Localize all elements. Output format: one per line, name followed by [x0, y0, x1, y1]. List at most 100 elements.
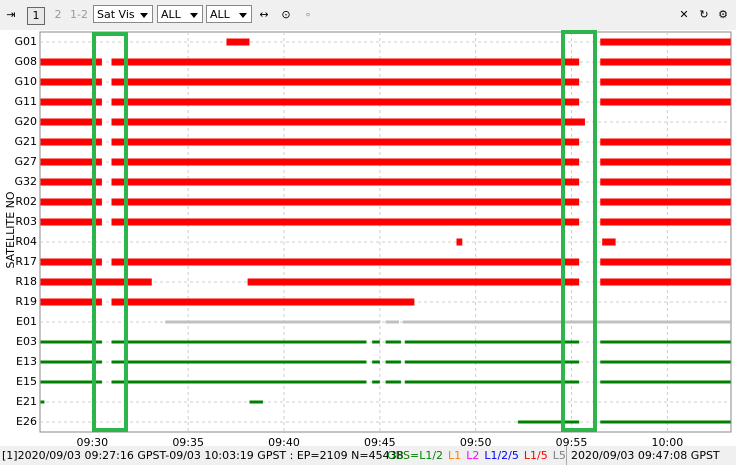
plot12-button[interactable]: 1-2 [70, 8, 88, 21]
visibility-segment [517, 420, 580, 424]
visibility-segment [600, 420, 731, 424]
visibility-segment [404, 380, 580, 384]
reload-button[interactable]: ↻ [699, 8, 709, 21]
visibility-segment [600, 138, 731, 146]
satellite-label: E15 [16, 375, 37, 388]
satellite-label: E01 [16, 315, 37, 328]
visibility-segment [600, 198, 731, 206]
visibility-segment [40, 118, 102, 126]
point-button[interactable]: ∘ [304, 8, 312, 21]
legend-item: L2 [466, 449, 480, 462]
x-tick-label: 09:50 [460, 436, 492, 446]
satellite-label: G32 [14, 175, 37, 188]
obs-select[interactable]: ALL [206, 5, 252, 23]
satellite-label: G20 [14, 115, 37, 128]
visibility-segment [247, 278, 580, 286]
menu-button[interactable]: ⇥ [6, 8, 16, 21]
visibility-segment [40, 360, 102, 364]
visibility-segment [111, 380, 367, 384]
visibility-segment [40, 98, 102, 106]
visibility-segment [40, 198, 102, 206]
visibility-segment [111, 298, 415, 306]
highlight-box [561, 30, 597, 432]
visibility-segment [600, 258, 731, 266]
satellite-label: E13 [16, 355, 37, 368]
visibility-segment [40, 298, 102, 306]
visibility-segment [165, 320, 380, 324]
visibility-segment [40, 340, 102, 344]
visibility-segment [111, 58, 580, 66]
fit-button[interactable]: ↔ [259, 8, 269, 21]
toolbar: ⇥ 1 2 1-2 Sat Vis ALL ALL ↔ ⊙ ∘ ✕ ↻ ⚙ [0, 0, 736, 30]
visibility-segment [40, 158, 102, 166]
x-tick-label: 09:40 [268, 436, 300, 446]
visibility-segment [600, 360, 731, 364]
visibility-segment [372, 360, 380, 364]
legend-item: L1 [448, 449, 462, 462]
satellite-label: R02 [15, 195, 37, 208]
visibility-segment [40, 138, 102, 146]
visibility-segment [600, 218, 731, 226]
legend-item: L1/2/5 [484, 449, 519, 462]
visibility-segment [385, 360, 401, 364]
visibility-segment [111, 138, 580, 146]
visibility-segment [40, 58, 102, 66]
satellite-label: G27 [14, 155, 37, 168]
status-range: [1]2020/09/03 09:27:16 GPST-09/03 10:03:… [2, 449, 404, 462]
visibility-segment [402, 320, 731, 324]
plot2-button[interactable]: 2 [54, 8, 62, 21]
status-time: 2020/09/03 09:47:08 GPST [566, 446, 720, 465]
satellite-label: G10 [14, 75, 37, 88]
visibility-segment [40, 400, 45, 404]
satellite-label: R19 [15, 295, 37, 308]
visibility-segment [111, 360, 367, 364]
legend-item: L1/5 [523, 449, 548, 462]
visibility-segment [600, 158, 731, 166]
legend-item: OBS=L1/2 [387, 449, 444, 462]
satellite-label: G08 [14, 55, 37, 68]
visibility-segment [40, 278, 152, 286]
satellite-label: R18 [15, 275, 37, 288]
status-legend: OBS=L1/2 L1 L2 L1/2/5 L1/5 L5 [387, 446, 571, 465]
plot-frame [39, 31, 732, 433]
visibility-segment [40, 380, 102, 384]
visibility-segment [600, 178, 731, 186]
visibility-segment [600, 98, 731, 106]
visibility-segment [602, 238, 616, 246]
satellite-label: R04 [15, 235, 37, 248]
plot1-button[interactable]: 1 [27, 7, 45, 25]
visibility-segment [111, 98, 580, 106]
satellite-label: E21 [16, 395, 37, 408]
satellite-label: R03 [15, 215, 37, 228]
visibility-segment [600, 38, 731, 46]
visibility-segment [40, 218, 102, 226]
visibility-segment [111, 340, 367, 344]
close-button[interactable]: ✕ [679, 8, 689, 21]
satellite-label: E03 [16, 335, 37, 348]
plot-type-select[interactable]: Sat Vis [93, 5, 153, 23]
chart: SATELLITE NO 09:30 09:35 09:40 09:45 09:50 09… [0, 30, 736, 446]
legend-item: L5 [552, 449, 566, 462]
visibility-segment [385, 380, 401, 384]
x-tick-label: 09:30 [76, 436, 108, 446]
visibility-segment [372, 340, 380, 344]
highlight-box [92, 32, 128, 432]
visibility-segment [111, 178, 580, 186]
center-button[interactable]: ⊙ [281, 8, 291, 21]
visibility-segment [385, 320, 400, 324]
visibility-segment [111, 218, 580, 226]
visibility-segment [40, 178, 102, 186]
visibility-segment [372, 380, 380, 384]
visibility-segment [111, 158, 580, 166]
visibility-segment [111, 198, 580, 206]
visibility-segment [600, 278, 731, 286]
visibility-segment [600, 78, 731, 86]
satellite-label: G01 [14, 35, 37, 48]
sat-select[interactable]: ALL [157, 5, 203, 23]
visibility-segment [600, 58, 731, 66]
visibility-segment [111, 258, 580, 266]
plot-background [0, 30, 736, 446]
settings-button[interactable]: ⚙ [718, 8, 728, 21]
visibility-segment [385, 340, 401, 344]
